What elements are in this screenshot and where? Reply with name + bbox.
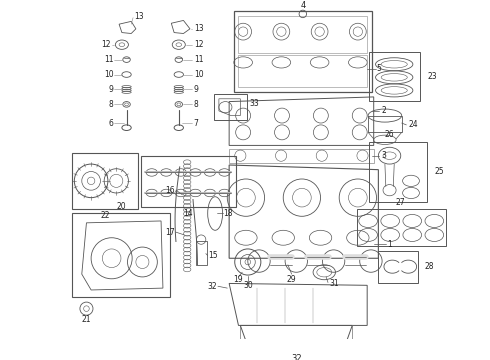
Text: 32: 32 [291,354,302,360]
Text: 24: 24 [408,120,418,129]
Text: 19: 19 [234,275,243,284]
Text: 23: 23 [428,72,438,81]
Bar [196,242,207,265]
Bar [378,251,417,283]
Bar [240,325,352,351]
Text: 20: 20 [116,202,126,211]
Bar [239,16,367,53]
Text: 3: 3 [381,151,386,160]
Text: 9: 9 [109,85,114,94]
Text: 17: 17 [166,228,175,237]
Text: 10: 10 [194,70,203,79]
Text: 28: 28 [425,262,435,271]
Text: 6: 6 [109,118,114,127]
Text: 12: 12 [194,40,203,49]
Text: 9: 9 [194,85,198,94]
Text: 22: 22 [100,211,110,220]
Text: 33: 33 [250,99,259,108]
Text: 8: 8 [194,100,198,109]
Text: 4: 4 [300,1,305,10]
Text: 31: 31 [330,279,340,288]
Text: 26: 26 [385,130,394,139]
Bar [73,153,138,209]
Text: 11: 11 [104,55,114,64]
Text: 10: 10 [104,70,114,79]
Bar [357,209,445,246]
Text: 14: 14 [183,209,193,218]
Text: 32: 32 [207,282,217,291]
Text: 11: 11 [194,55,203,64]
Bar [214,94,247,120]
Bar [369,142,427,202]
Text: 12: 12 [101,40,111,49]
Bar [368,116,402,132]
Text: 18: 18 [223,209,233,218]
Text: 21: 21 [82,315,91,324]
Text: 29: 29 [287,275,296,284]
Text: 15: 15 [209,251,218,260]
Text: 5: 5 [376,64,381,73]
Bar [141,156,236,207]
Text: 13: 13 [134,12,144,21]
Bar [239,55,367,87]
Text: 2: 2 [381,107,386,116]
Text: 25: 25 [434,167,444,176]
Bar [369,52,420,101]
Text: 16: 16 [166,186,175,195]
Text: 8: 8 [109,100,114,109]
Bar [234,11,372,92]
Text: 27: 27 [396,198,406,207]
Text: 1: 1 [388,240,392,249]
Bar [229,149,374,163]
Bar [73,213,171,297]
Text: 13: 13 [194,24,203,33]
Text: 30: 30 [243,281,253,290]
Text: 7: 7 [194,118,198,127]
